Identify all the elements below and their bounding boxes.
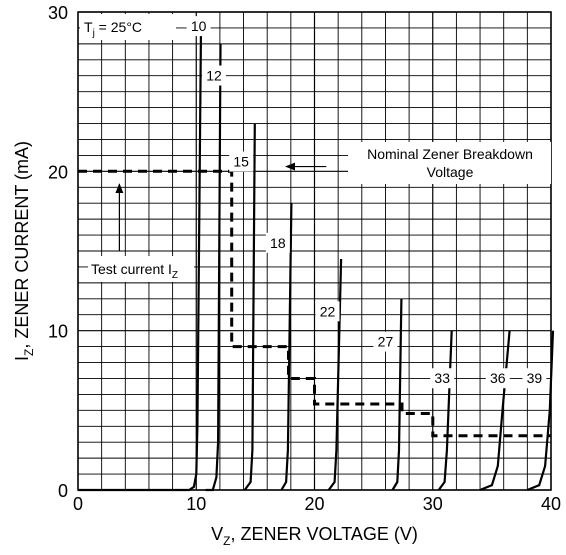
series-label-bg-27 — [373, 331, 398, 352]
series-curve-33 — [437, 330, 453, 491]
series-label-33: 33 — [434, 370, 450, 386]
test-current-annotation: Test current IZ — [88, 183, 194, 282]
x-tick-label: 20 — [304, 494, 324, 514]
series-label-bg-39 — [522, 368, 547, 389]
x-axis-title-post: , ZENER VOLTAGE (V) — [231, 524, 418, 544]
x-tick-label: 10 — [186, 494, 206, 514]
series-curve-15 — [243, 123, 256, 491]
series-curve-27 — [391, 298, 403, 491]
y-axis-title-pre: I — [12, 356, 32, 361]
series-label-bg-18 — [265, 232, 290, 253]
nominal-breakdown-annotation: Nominal Zener Breakdown Voltage — [285, 142, 551, 184]
tj-rest: = 25°C — [95, 19, 142, 35]
x-tick-labels: 0 10 20 30 40 — [73, 494, 561, 514]
test-current-sub: Z — [172, 270, 178, 281]
test-current-pre: Test current I — [91, 261, 172, 277]
series-label-18: 18 — [270, 235, 286, 251]
y-axis-title-post: , ZENER CURRENT (mA) — [12, 141, 32, 349]
series-label-22: 22 — [320, 303, 336, 319]
tj-annotation-text: Tj = 25°C — [84, 19, 142, 39]
series-label-bg-22 — [315, 301, 340, 322]
series-curve-18 — [280, 203, 293, 491]
tj-sub: j — [92, 28, 95, 39]
series-label-10: 10 — [191, 18, 207, 34]
test-current-annotation-text: Test current IZ — [91, 261, 178, 281]
grid — [77, 11, 552, 491]
series-label-36: 36 — [490, 370, 506, 386]
series-curve-22 — [327, 258, 343, 491]
x-axis-title-sub: Z — [223, 534, 230, 548]
series-label-bg-12 — [201, 65, 226, 86]
series-label-bg-15 — [229, 151, 254, 172]
y-tick-labels: 0 10 20 30 — [48, 3, 68, 501]
series-label-15: 15 — [233, 154, 249, 170]
series-labels: 10 12 15 18 22 27 33 36 39 — [186, 16, 547, 389]
tj-annotation-bg — [80, 14, 176, 40]
y-axis-title-sub: Z — [22, 349, 36, 356]
test-current-annotation-bg — [88, 256, 194, 282]
series-curve-39 — [526, 330, 555, 492]
y-axis-title: IZ, ZENER CURRENT (mA) — [12, 141, 36, 361]
x-tick-label: 30 — [423, 494, 443, 514]
series-label-27: 27 — [378, 334, 394, 350]
tj-main: T — [84, 19, 93, 35]
series-label-39: 39 — [527, 370, 543, 386]
test-current-dashed-line — [78, 169, 551, 438]
tj-annotation: Tj = 25°C — [80, 14, 176, 40]
y-tick-label: 30 — [48, 3, 68, 23]
nominal-annotation-line2: Voltage — [427, 164, 474, 180]
series-label-bg-10 — [186, 16, 211, 37]
x-axis-title: VZ, ZENER VOLTAGE (V) — [211, 524, 418, 548]
y-tick-label: 10 — [48, 322, 68, 342]
x-tick-label: 0 — [73, 494, 83, 514]
y-tick-label: 0 — [58, 481, 68, 501]
series-label-bg-36 — [485, 368, 510, 389]
nominal-annotation-bg — [348, 142, 551, 184]
series-label-12: 12 — [206, 68, 222, 84]
plot-frame — [77, 11, 552, 491]
nominal-annotation-line1: Nominal Zener Breakdown — [367, 146, 533, 162]
series-curves — [78, 27, 555, 492]
series-curve-10 — [78, 27, 203, 492]
series-label-bg-33 — [430, 368, 455, 389]
x-tick-label: 40 — [541, 494, 561, 514]
y-tick-label: 20 — [48, 162, 68, 182]
x-axis-title-pre: V — [211, 524, 223, 544]
series-curve-12 — [205, 43, 222, 492]
